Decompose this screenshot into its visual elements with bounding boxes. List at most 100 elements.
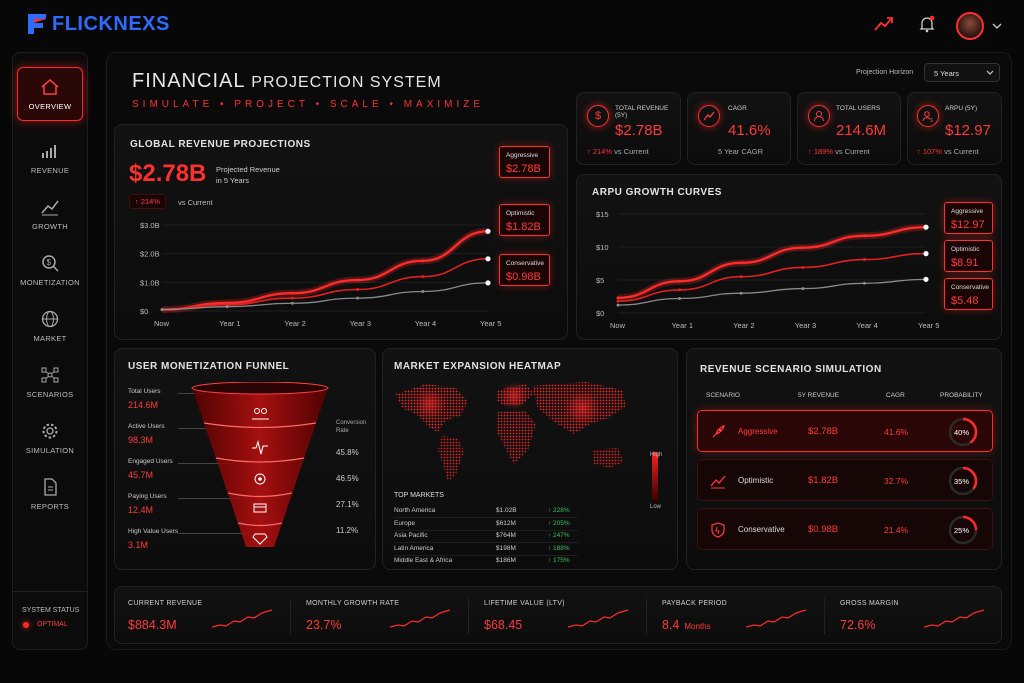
arpu-badge-conservative[interactable]: Conservative $5.48 bbox=[944, 278, 993, 310]
kpi-value: 41.6% bbox=[728, 122, 771, 139]
badge-label: Optimistic bbox=[951, 246, 980, 253]
funnel-leader-line bbox=[178, 533, 246, 534]
nav-simulation[interactable]: SIMULATION bbox=[17, 411, 83, 465]
kpi-title: CAGR bbox=[728, 105, 747, 112]
kpi-suffix: 5 Year CAGR bbox=[718, 147, 764, 156]
nav-label: GROWTH bbox=[32, 221, 68, 231]
arpu-badge-aggressive[interactable]: Aggressive $12.97 bbox=[944, 202, 993, 234]
top-markets-title: TOP MARKETS bbox=[394, 492, 444, 499]
kpi-card-arpu[interactable]: $ ARPU (5Y) $12.97 ↑ 107% vs Current bbox=[907, 92, 1002, 165]
x-tick-label: Year 5 bbox=[918, 321, 939, 330]
metric-payback-period[interactable]: PAYBACK PERIOD 8.4 Months bbox=[648, 588, 825, 644]
bell-icon[interactable] bbox=[918, 15, 936, 33]
kpi-title: ARPU (5Y) bbox=[945, 105, 978, 112]
heat-legend-high: High bbox=[650, 452, 663, 458]
kpi-suffix: vs Current bbox=[944, 147, 979, 156]
x-tick-label: Year 2 bbox=[284, 319, 305, 328]
kpi-change: ↑ 189% bbox=[808, 147, 834, 156]
data-point bbox=[862, 234, 866, 238]
data-point bbox=[739, 291, 743, 295]
col-header: CAGR bbox=[886, 392, 905, 399]
users-icon bbox=[252, 408, 269, 420]
nav-scenarios[interactable]: SCENARIOS bbox=[17, 355, 83, 409]
scenario-revenue: $2.78B bbox=[808, 426, 839, 437]
y-tick-label: $5 bbox=[596, 276, 604, 285]
metric-value: 8.4 Months bbox=[662, 618, 711, 632]
series-line-optimistic bbox=[161, 258, 489, 311]
nav-overview[interactable]: OVERVIEW bbox=[17, 67, 83, 121]
data-point bbox=[923, 276, 929, 282]
metric-gross-margin[interactable]: GROSS MARGIN 72.6% bbox=[826, 588, 1002, 644]
avatar[interactable] bbox=[956, 12, 984, 40]
probability-gauge bbox=[948, 466, 978, 496]
metric-unit: Months bbox=[684, 622, 711, 631]
status-dot bbox=[23, 622, 29, 628]
data-point bbox=[616, 299, 620, 303]
table-divider bbox=[394, 517, 578, 518]
nav-monetization[interactable]: $ MONETIZATION bbox=[17, 243, 83, 297]
conversion-rate-label: Conversion Rate bbox=[336, 420, 367, 434]
nodes-icon bbox=[41, 367, 59, 382]
badge-value: $8.91 bbox=[951, 257, 979, 269]
trend-icon bbox=[41, 200, 59, 215]
logo[interactable]: FLICKNEXS bbox=[26, 12, 170, 36]
series-badge-optimistic[interactable]: Optimistic $1.82B bbox=[499, 204, 550, 236]
page-subtitle: SIMULATE • PROJECT • SCALE • MAXIMIZE bbox=[132, 99, 485, 110]
heat-legend-bar bbox=[652, 452, 658, 502]
metric-monthly-growth-rate[interactable]: MONTHLY GROWTH RATE 23.7% bbox=[292, 588, 469, 644]
probability-arc bbox=[948, 466, 978, 496]
scenario-row-conservative[interactable]: Conservative $0.98B 21.4% 25% bbox=[697, 508, 993, 550]
nav-revenue[interactable]: REVENUE bbox=[17, 131, 83, 185]
col-header: SCENARIO bbox=[706, 392, 740, 399]
scenario-row-optimistic[interactable]: Optimistic $1.82B 32.7% 35% bbox=[697, 459, 993, 501]
card-icon bbox=[253, 503, 267, 513]
market-revenue: $198M bbox=[496, 544, 516, 552]
trend-alert-icon[interactable] bbox=[874, 16, 894, 32]
data-point bbox=[801, 265, 805, 269]
scenario-cagr: 32.7% bbox=[884, 476, 909, 486]
x-tick-label: Year 3 bbox=[350, 319, 371, 328]
badge-value: $2.78B bbox=[506, 163, 541, 175]
kpi-value: $2.78B bbox=[615, 122, 663, 139]
kpi-value: 214.6M bbox=[836, 122, 887, 139]
metric-title: CURRENT REVENUE bbox=[128, 600, 203, 607]
series-badge-conservative[interactable]: Conservative $0.98B bbox=[499, 254, 550, 286]
y-tick-label: $0 bbox=[596, 309, 604, 318]
diamond-icon bbox=[252, 533, 268, 545]
col-header: PROBABILITY bbox=[940, 392, 983, 399]
market-revenue: $764M bbox=[496, 532, 516, 539]
market-change: ↑ 188% bbox=[548, 544, 570, 552]
target-icon bbox=[254, 473, 266, 485]
nav-market[interactable]: MARKET bbox=[17, 299, 83, 353]
page-title-a: FINANCIAL bbox=[132, 70, 245, 92]
badge-label: Conservative bbox=[506, 260, 544, 267]
nav-growth[interactable]: GROWTH bbox=[17, 187, 83, 241]
market-name: Latin America bbox=[394, 544, 434, 552]
sparkline bbox=[746, 609, 806, 628]
metric-lifetime-value-ltv-[interactable]: LIFETIME VALUE (LTV) $68.45 bbox=[470, 588, 647, 644]
metric-current-revenue[interactable]: CURRENT REVENUE $884.3M bbox=[114, 588, 291, 644]
revenue-desc: Projected Revenue in 5 Years bbox=[216, 164, 280, 186]
scenario-revenue: $0.98B bbox=[808, 524, 839, 535]
kpi-title: TOTAL REVENUE (5Y) bbox=[615, 105, 669, 119]
horizon-select[interactable]: 5 Years bbox=[924, 63, 1000, 82]
data-point bbox=[485, 228, 491, 234]
nav-reports[interactable]: REPORTS bbox=[17, 467, 83, 521]
kpi-card-total-users[interactable]: TOTAL USERS 214.6M ↑ 189% vs Current bbox=[797, 92, 901, 165]
scenario-row-aggressive[interactable]: Aggressive $2.78B 41.6% 40% bbox=[697, 410, 993, 452]
badge-value: $0.98B bbox=[506, 271, 541, 283]
dollar-icon: $ bbox=[587, 105, 609, 127]
funnel-stage-label: Paying Users bbox=[128, 493, 167, 500]
data-point bbox=[739, 261, 743, 265]
scenario-revenue: $1.82B bbox=[808, 475, 839, 486]
conversion-rate: 11.2% bbox=[336, 526, 359, 535]
sparkline bbox=[212, 609, 272, 628]
chevron-down-icon[interactable] bbox=[992, 22, 1002, 30]
divider bbox=[13, 591, 87, 592]
kpi-card-cagr[interactable]: CAGR 41.6% 5 Year CAGR bbox=[687, 92, 791, 165]
arpu-badge-optimistic[interactable]: Optimistic $8.91 bbox=[944, 240, 993, 272]
page-title: FINANCIAL PROJECTION SYSTEM bbox=[132, 70, 442, 93]
kpi-card-total-revenue[interactable]: $ TOTAL REVENUE (5Y) $2.78B ↑ 214% vs Cu… bbox=[576, 92, 681, 165]
series-badge-aggressive[interactable]: Aggressive $2.78B bbox=[499, 146, 550, 178]
status-title: SYSTEM STATUS bbox=[22, 607, 80, 614]
